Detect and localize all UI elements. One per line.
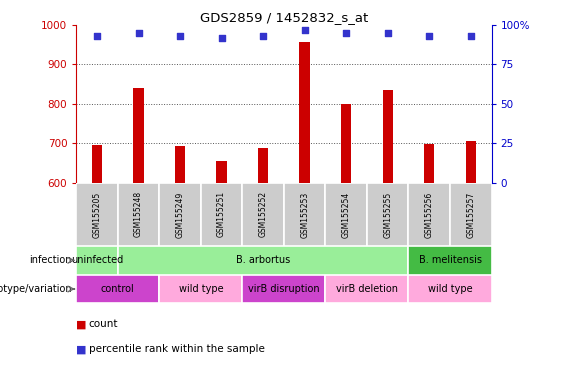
Point <box>425 33 434 39</box>
Text: GSM155256: GSM155256 <box>425 191 434 238</box>
Title: GDS2859 / 1452832_s_at: GDS2859 / 1452832_s_at <box>200 11 368 24</box>
Text: wild type: wild type <box>179 284 223 294</box>
Bar <box>408 246 492 275</box>
Bar <box>367 183 408 246</box>
Bar <box>216 161 227 183</box>
Text: count: count <box>89 319 118 329</box>
Text: control: control <box>101 284 134 294</box>
Bar <box>118 246 408 275</box>
Bar <box>159 183 201 246</box>
Point <box>383 30 392 36</box>
Point <box>300 26 309 33</box>
Text: GSM155257: GSM155257 <box>466 191 475 238</box>
Point <box>134 30 143 36</box>
Point <box>217 35 226 41</box>
Text: GSM155251: GSM155251 <box>217 191 226 237</box>
Bar <box>299 41 310 183</box>
Bar <box>325 183 367 246</box>
Text: GSM155252: GSM155252 <box>259 191 268 237</box>
Point <box>93 33 102 39</box>
Text: uninfected: uninfected <box>71 255 123 265</box>
Bar <box>450 183 492 246</box>
Bar <box>408 275 492 303</box>
Bar <box>159 275 242 303</box>
Text: percentile rank within the sample: percentile rank within the sample <box>89 344 264 354</box>
Bar <box>466 141 476 183</box>
Bar <box>325 275 408 303</box>
Bar <box>133 88 144 183</box>
Text: GSM155255: GSM155255 <box>383 191 392 238</box>
Bar <box>175 146 185 183</box>
Text: B. melitensis: B. melitensis <box>419 255 481 265</box>
Bar <box>383 90 393 183</box>
Bar <box>201 183 242 246</box>
Text: ■: ■ <box>76 344 87 354</box>
Point <box>342 30 351 36</box>
Text: wild type: wild type <box>428 284 472 294</box>
Text: virB deletion: virB deletion <box>336 284 398 294</box>
Text: B. arbortus: B. arbortus <box>236 255 290 265</box>
Text: GSM155253: GSM155253 <box>300 191 309 238</box>
Bar <box>284 183 325 246</box>
Bar <box>341 104 351 183</box>
Text: genotype/variation: genotype/variation <box>0 284 72 294</box>
Bar <box>242 183 284 246</box>
Bar <box>118 183 159 246</box>
Bar <box>76 246 118 275</box>
Text: GSM155254: GSM155254 <box>342 191 351 238</box>
Text: GSM155248: GSM155248 <box>134 191 143 237</box>
Point <box>466 33 475 39</box>
Text: GSM155205: GSM155205 <box>93 191 102 238</box>
Bar <box>76 275 159 303</box>
Text: ■: ■ <box>76 319 87 329</box>
Bar <box>408 183 450 246</box>
Text: virB disruption: virB disruption <box>248 284 320 294</box>
Bar <box>242 275 325 303</box>
Bar <box>92 145 102 183</box>
Bar <box>424 144 434 183</box>
Bar <box>258 148 268 183</box>
Text: infection: infection <box>29 255 72 265</box>
Point <box>176 33 185 39</box>
Text: GSM155249: GSM155249 <box>176 191 185 238</box>
Point <box>259 33 268 39</box>
Bar <box>76 183 118 246</box>
